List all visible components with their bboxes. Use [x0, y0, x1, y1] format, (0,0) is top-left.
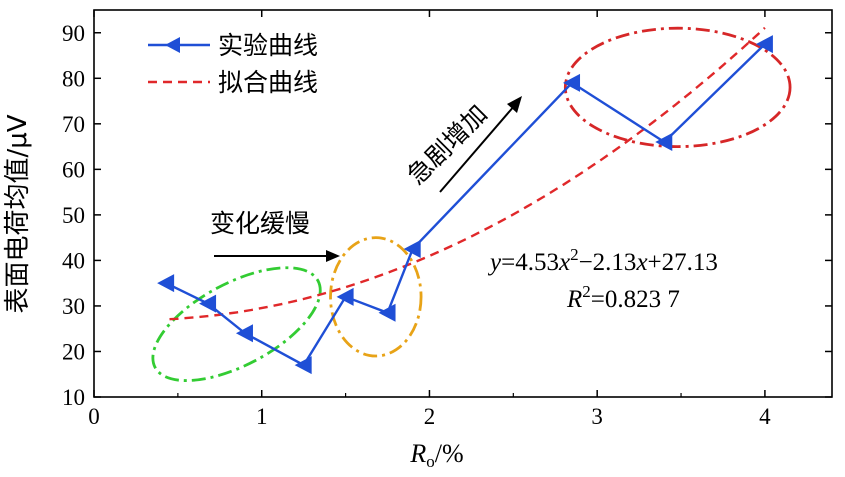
y-tick-label: 20 — [62, 339, 85, 364]
y-tick-label: 90 — [62, 21, 85, 46]
x-axis-label: Ro/% — [409, 439, 463, 471]
x-tick-label: 3 — [591, 404, 603, 429]
arrow-sharp-increase — [439, 104, 516, 193]
experiment-point — [563, 73, 581, 92]
y-tick-label: 40 — [62, 248, 85, 273]
x-tick-label: 0 — [88, 404, 100, 429]
r-squared: R2=0.823 7 — [566, 282, 680, 313]
x-tick-label: 2 — [424, 404, 436, 429]
legend-experiment-marker — [165, 37, 180, 53]
experiment-point — [336, 287, 354, 306]
ellipse-green — [151, 266, 322, 382]
y-tick-label: 50 — [62, 203, 85, 228]
ellipse-orange — [329, 236, 423, 358]
axes: 0 1 2 3 4 10 20 30 40 50 60 70 80 90 — [62, 9, 833, 429]
experiment-point — [199, 294, 217, 313]
y-tick-label: 30 — [62, 294, 85, 319]
y-tick-label: 80 — [62, 66, 85, 91]
y-tick-label: 60 — [62, 157, 85, 182]
annotation-slow-change: 变化缓慢 — [210, 209, 310, 238]
experiment-line — [165, 43, 766, 367]
experiment-point — [655, 133, 673, 152]
fit-curve-layer — [169, 26, 766, 321]
fit-equation: y=4.53x2−2.13x+27.13 — [487, 245, 718, 276]
arrow-slow-change-head — [326, 250, 340, 262]
y-tick-label: 10 — [62, 385, 85, 410]
y-axis-label: 表面电荷均值/μV — [3, 114, 33, 313]
legend-fit-label: 拟合曲线 — [218, 68, 318, 97]
legend-experiment-label: 实验曲线 — [218, 31, 318, 60]
experiment-point — [157, 274, 175, 293]
legend: 实验曲线 拟合曲线 — [148, 31, 318, 97]
highlight-ellipses — [151, 26, 792, 382]
experiment-point — [378, 303, 396, 322]
ellipse-red — [563, 26, 792, 148]
experiment-point — [294, 356, 312, 375]
experiment-point — [403, 240, 421, 259]
fit-curve — [169, 26, 766, 321]
plot-frame — [93, 9, 833, 398]
x-tick-label: 1 — [256, 404, 268, 429]
experiment-point — [235, 324, 253, 343]
arrow-sharp-increase-head — [507, 96, 522, 113]
annotation-sharp-increase: 急剧增加 — [402, 99, 493, 190]
experiment-point — [755, 35, 773, 54]
x-tick-label: 4 — [759, 404, 771, 429]
experiment-series-layer — [157, 35, 773, 375]
y-tick-label: 70 — [62, 112, 85, 137]
